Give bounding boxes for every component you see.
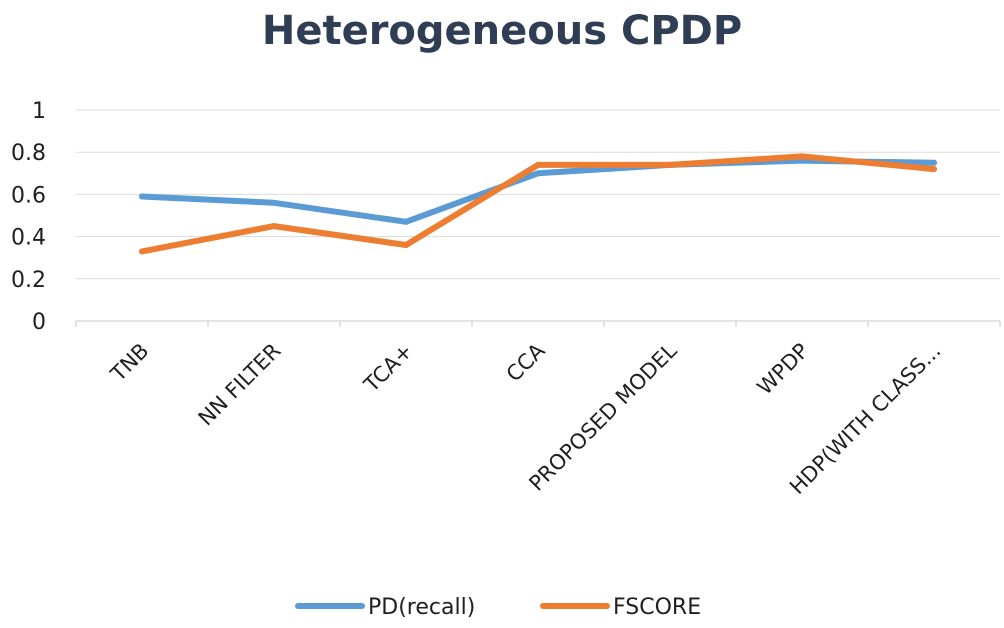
data-point bbox=[799, 153, 805, 160]
data-point bbox=[931, 166, 937, 173]
chart-title: Heterogeneous CPDP bbox=[262, 8, 742, 54]
series-lines bbox=[139, 153, 937, 255]
y-tick-label: 0.2 bbox=[11, 268, 46, 293]
legend-label: PD(recall) bbox=[368, 595, 475, 620]
data-point bbox=[271, 223, 277, 230]
y-tick-label: 1 bbox=[32, 99, 46, 124]
gridlines bbox=[75, 109, 1001, 327]
data-point bbox=[931, 159, 937, 166]
legend: PD(recall) FSCORE bbox=[295, 595, 701, 620]
y-tick-label: 0.4 bbox=[11, 226, 46, 251]
data-point bbox=[271, 199, 277, 206]
x-tick-label: TNB bbox=[105, 339, 153, 387]
data-point bbox=[535, 161, 541, 168]
legend-label: FSCORE bbox=[613, 595, 701, 620]
data-point bbox=[535, 170, 541, 177]
x-tick-label: TCA+ bbox=[359, 339, 418, 398]
data-point bbox=[667, 161, 673, 168]
y-axis-tick-labels: 0 0.2 0.4 0.6 0.8 1 bbox=[11, 99, 46, 335]
x-tick-label: HDP(WITH CLASS... bbox=[785, 339, 945, 499]
y-tick-label: 0.6 bbox=[11, 183, 46, 208]
series-line bbox=[139, 157, 937, 225]
y-tick-label: 0 bbox=[32, 310, 46, 335]
y-tick-label: 0.8 bbox=[11, 141, 46, 166]
x-tick-label: NN FILTER bbox=[194, 339, 286, 431]
x-tick-label: CCA bbox=[502, 338, 550, 386]
data-point bbox=[403, 218, 409, 225]
x-tick-label: PROPOSED MODEL bbox=[524, 338, 681, 495]
x-tick-label: WPDP bbox=[753, 339, 814, 400]
data-point bbox=[139, 248, 145, 255]
data-point bbox=[139, 193, 145, 200]
data-point bbox=[403, 242, 409, 249]
